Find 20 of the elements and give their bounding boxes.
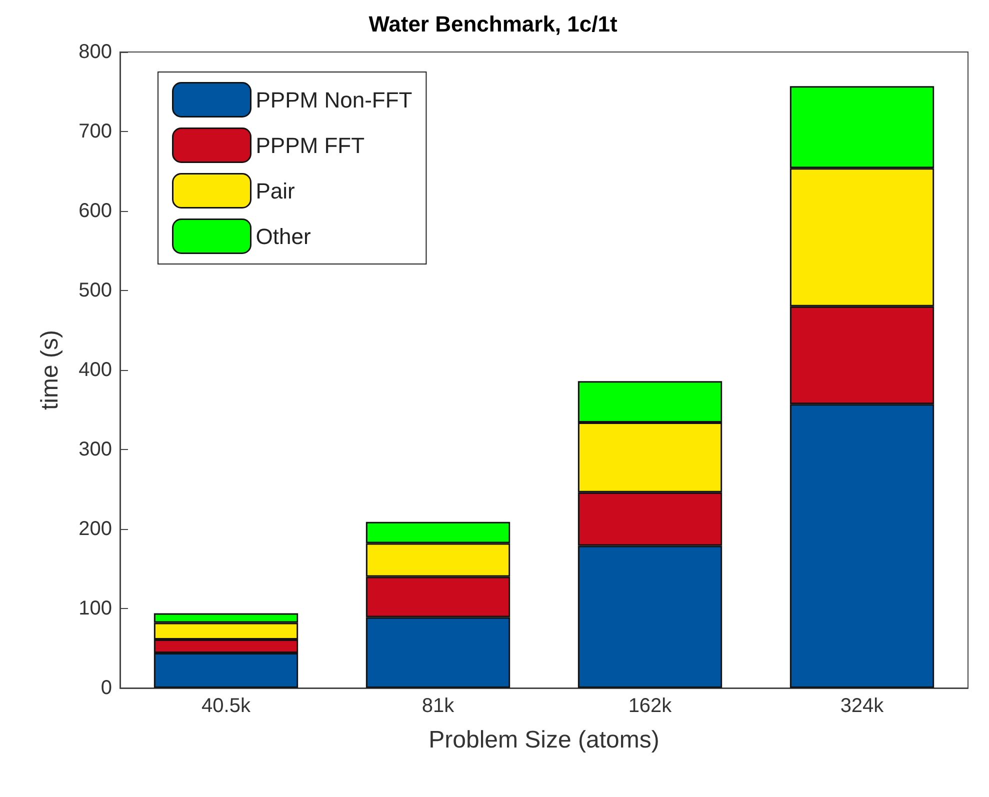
y-tick-label: 600: [78, 200, 112, 222]
y-tick-label: 700: [78, 120, 112, 142]
chart-title: Water Benchmark, 1c/1t: [368, 12, 618, 36]
y-tick-label: 800: [78, 41, 112, 63]
y-axis-title: time (s): [36, 330, 64, 410]
x-tick-label: 81k: [422, 695, 456, 717]
x-tick-label: 162k: [628, 695, 673, 717]
legend-label: Pair: [256, 178, 295, 204]
legend-label: Other: [256, 224, 311, 249]
y-tick-label: 300: [78, 438, 112, 460]
legend-label: PPPM Non-FFT: [256, 87, 412, 112]
y-tick-label: 200: [78, 518, 112, 540]
y-tick-label: 100: [78, 598, 112, 620]
y-tick-label: 500: [78, 280, 112, 302]
x-tick-label: 40.5k: [202, 695, 252, 717]
x-axis-title: Problem Size (atoms): [428, 726, 660, 754]
legend-label: PPPM FFT: [256, 132, 365, 158]
y-tick-label: 400: [78, 359, 112, 381]
x-tick-label: 324k: [840, 695, 885, 717]
y-tick-label: 0: [100, 677, 112, 699]
